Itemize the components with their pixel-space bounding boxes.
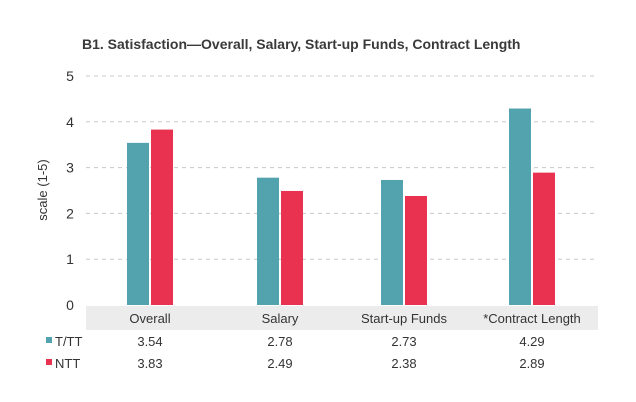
y-tick-label: 5 xyxy=(66,68,74,84)
bar-t-tt-1 xyxy=(257,177,279,305)
legend-swatch xyxy=(46,337,52,343)
bar-t-tt-3 xyxy=(509,108,531,305)
legend-swatch xyxy=(46,359,52,365)
chart-title: B1. Satisfaction—Overall, Salary, Start-… xyxy=(82,36,520,52)
bar-ntt-3 xyxy=(533,172,555,305)
data-table: T/TT 3.54 2.78 2.73 4.29 NTT 3.83 2.49 2.38 2.89 xyxy=(46,334,545,371)
value-label: 2.89 xyxy=(519,356,544,371)
bar-ntt-2 xyxy=(405,195,427,305)
bar-ntt-1 xyxy=(281,190,303,305)
category-labels: Overall Salary Start-up Funds *Contract Len… xyxy=(129,311,580,326)
legend-label: NTT xyxy=(55,356,80,371)
category-label: *Contract Length xyxy=(483,311,581,326)
value-label: 3.54 xyxy=(137,334,162,349)
bar-ntt-0 xyxy=(151,129,173,305)
value-label: 2.78 xyxy=(267,334,292,349)
bars xyxy=(127,108,555,305)
y-tick-label: 1 xyxy=(66,251,74,267)
y-axis-label: scale (1-5) xyxy=(35,159,50,220)
y-tick-label: 3 xyxy=(66,160,74,176)
y-tick-label: 2 xyxy=(66,205,74,221)
value-label: 2.38 xyxy=(391,356,416,371)
value-label: 2.73 xyxy=(391,334,416,349)
value-label: 3.83 xyxy=(137,356,162,371)
bar-t-tt-2 xyxy=(381,179,403,305)
legend-label: T/TT xyxy=(55,334,82,349)
y-tick-labels: 0 1 2 3 4 5 xyxy=(66,68,74,313)
bar-t-tt-0 xyxy=(127,142,149,305)
category-label: Start-up Funds xyxy=(361,311,447,326)
category-label: Salary xyxy=(262,311,299,326)
y-tick-label: 0 xyxy=(66,297,74,313)
category-label: Overall xyxy=(129,311,170,326)
value-label: 4.29 xyxy=(519,334,544,349)
y-tick-label: 4 xyxy=(66,114,74,130)
category-band xyxy=(86,306,598,330)
value-label: 2.49 xyxy=(267,356,292,371)
